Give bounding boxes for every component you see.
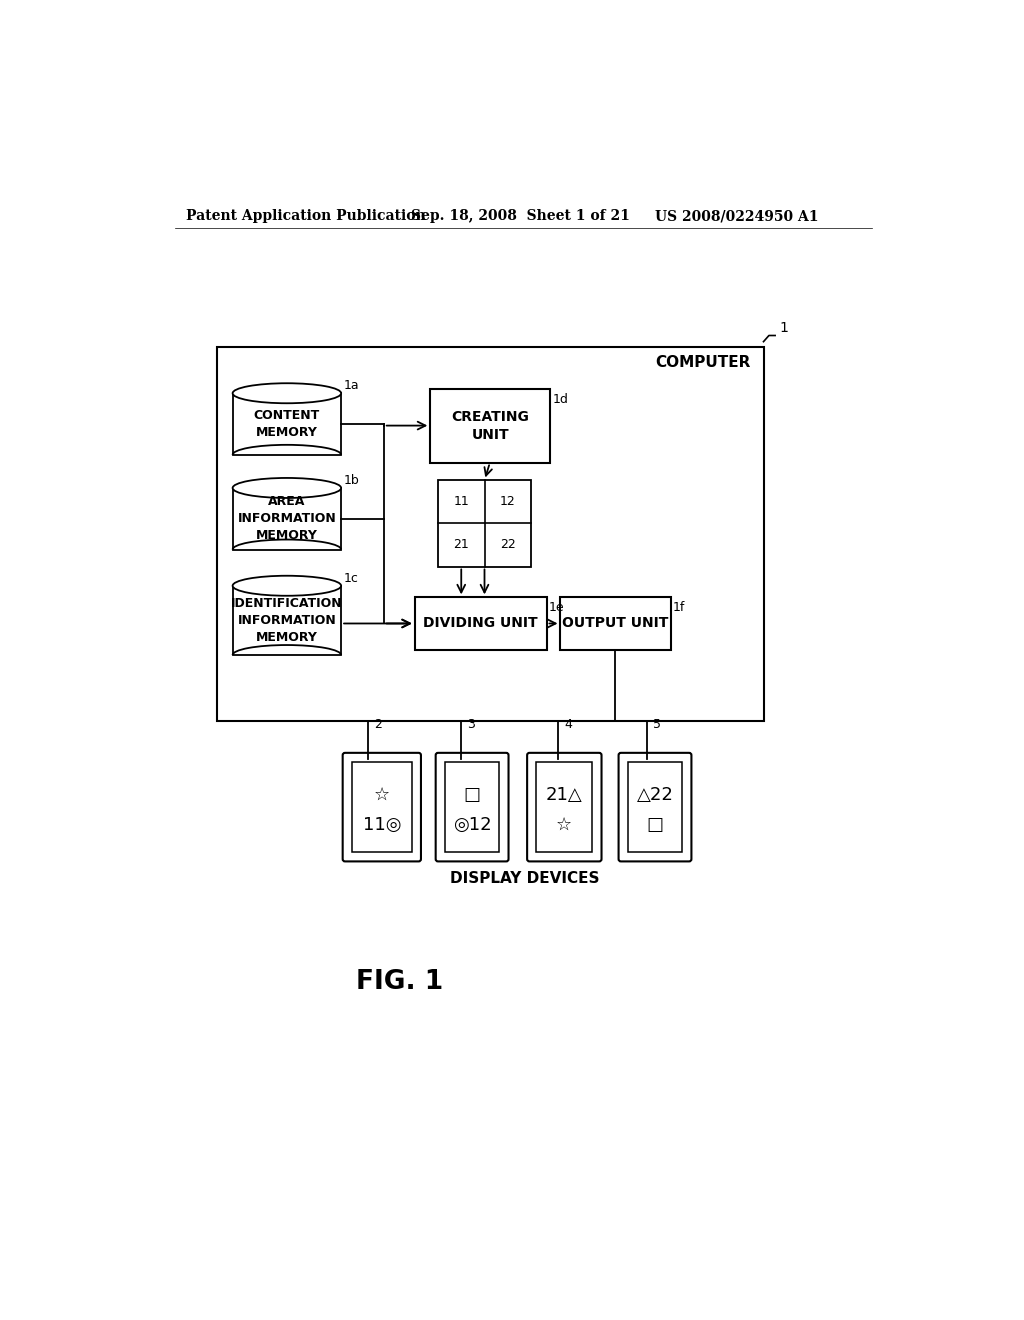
- FancyBboxPatch shape: [435, 752, 509, 862]
- Text: □: □: [464, 785, 480, 804]
- Text: DIVIDING UNIT: DIVIDING UNIT: [423, 616, 538, 631]
- Bar: [232, 393, 341, 455]
- FancyBboxPatch shape: [343, 752, 421, 862]
- Text: 1c: 1c: [343, 572, 358, 585]
- FancyBboxPatch shape: [527, 752, 601, 862]
- Bar: [232, 586, 341, 655]
- Text: Patent Application Publication: Patent Application Publication: [186, 209, 426, 223]
- Text: IDENTIFICATION
INFORMATION
MEMORY: IDENTIFICATION INFORMATION MEMORY: [231, 597, 343, 644]
- Text: 22: 22: [500, 539, 516, 552]
- Text: OUTPUT UNIT: OUTPUT UNIT: [562, 616, 669, 631]
- Ellipse shape: [232, 576, 341, 595]
- Text: ☆: ☆: [374, 785, 390, 804]
- Text: CONTENT
MEMORY: CONTENT MEMORY: [254, 409, 319, 440]
- Text: 1a: 1a: [343, 379, 359, 392]
- Bar: [445, 762, 500, 853]
- Bar: [415, 597, 547, 649]
- Text: 21: 21: [454, 539, 469, 552]
- Text: 1d: 1d: [553, 393, 568, 407]
- Text: FIG. 1: FIG. 1: [355, 969, 442, 995]
- Text: ◎12: ◎12: [453, 816, 492, 834]
- Text: AREA
INFORMATION
MEMORY: AREA INFORMATION MEMORY: [238, 495, 336, 543]
- Text: 1e: 1e: [549, 601, 564, 614]
- Bar: [537, 762, 592, 853]
- Text: 21△: 21△: [546, 785, 583, 804]
- FancyBboxPatch shape: [618, 752, 691, 862]
- Text: 4: 4: [564, 718, 572, 731]
- Bar: [232, 488, 341, 549]
- Ellipse shape: [232, 383, 341, 404]
- Text: 1: 1: [779, 321, 787, 335]
- Text: US 2008/0224950 A1: US 2008/0224950 A1: [655, 209, 818, 223]
- Text: 12: 12: [500, 495, 516, 508]
- Text: □: □: [646, 816, 664, 834]
- Bar: [430, 389, 550, 462]
- Ellipse shape: [232, 478, 341, 498]
- Bar: [628, 762, 682, 853]
- Text: △22: △22: [637, 785, 674, 804]
- Text: COMPUTER: COMPUTER: [655, 355, 751, 370]
- Text: 11: 11: [454, 495, 469, 508]
- Bar: [438, 480, 531, 566]
- Text: 5: 5: [653, 718, 662, 731]
- Text: 1f: 1f: [673, 601, 685, 614]
- Text: 1b: 1b: [343, 474, 359, 487]
- Bar: [560, 597, 671, 649]
- Bar: [217, 347, 764, 721]
- Text: Sep. 18, 2008  Sheet 1 of 21: Sep. 18, 2008 Sheet 1 of 21: [411, 209, 630, 223]
- Bar: [352, 762, 412, 853]
- Text: DISPLAY DEVICES: DISPLAY DEVICES: [451, 871, 599, 886]
- Text: 11◎: 11◎: [362, 816, 401, 834]
- Text: 2: 2: [375, 718, 382, 731]
- Text: ☆: ☆: [556, 816, 572, 834]
- Text: 3: 3: [467, 718, 475, 731]
- Text: CREATING
UNIT: CREATING UNIT: [452, 409, 529, 442]
